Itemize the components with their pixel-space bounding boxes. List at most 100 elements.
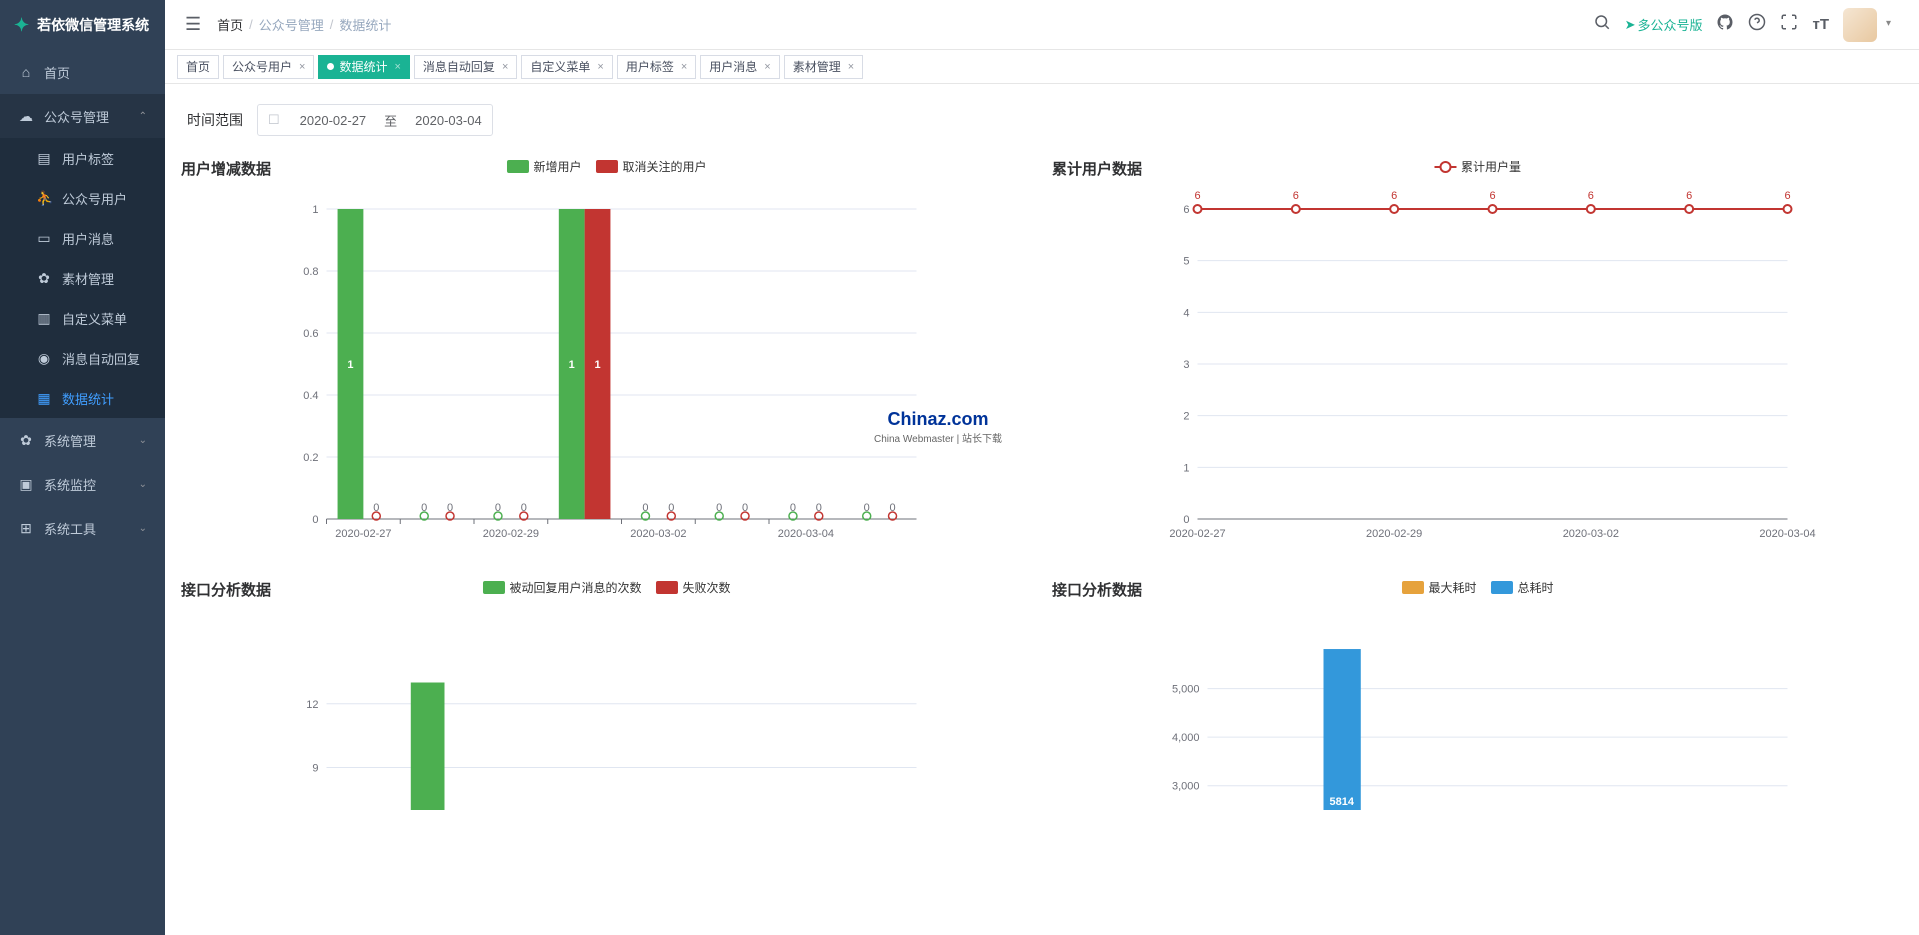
sidebar-item-materials[interactable]: ✿ 素材管理 [0, 258, 165, 298]
dashboard-icon: ⌂ [18, 64, 34, 80]
date-start: 2020-02-27 [300, 113, 367, 128]
svg-text:0: 0 [889, 502, 895, 514]
main-container: ☰ 首页 / 公众号管理 / 数据统计 ➤ 多公众号版 [165, 0, 1919, 935]
help-icon[interactable] [1748, 13, 1766, 36]
svg-text:1: 1 [594, 359, 600, 371]
chart-cumulative-users: 累计用户数据 累计用户量 01234562020-02-272020-02-29… [1052, 158, 1903, 559]
chart-legend: 最大耗时 总耗时 [1401, 579, 1553, 596]
sidebar-item-wechat-users[interactable]: ⛹ 公众号用户 [0, 178, 165, 218]
chevron-down-icon: ⌃ [139, 111, 147, 122]
chart-legend: 累计用户量 [1434, 158, 1521, 175]
settings-icon: ✿ [18, 432, 34, 449]
tab[interactable]: 消息自动回复× [414, 55, 517, 79]
sidebar-item-system-manage[interactable]: ✿ 系统管理 ⌄ [0, 418, 165, 462]
avatar[interactable] [1843, 8, 1877, 42]
svg-text:9: 9 [312, 763, 318, 775]
tab[interactable]: 首页 [177, 55, 219, 79]
svg-text:0: 0 [742, 502, 748, 514]
legend-item[interactable]: 新增用户 [506, 158, 581, 175]
legend-item[interactable]: 被动回复用户消息的次数 [482, 579, 641, 596]
date-range-picker[interactable]: ☐ 2020-02-27 至 2020-03-04 [257, 104, 493, 136]
svg-text:4: 4 [1183, 307, 1189, 319]
svg-text:1: 1 [1183, 462, 1189, 474]
chart-legend: 新增用户 取消关注的用户 [506, 158, 706, 175]
hamburger-toggle[interactable]: ☰ [175, 14, 211, 35]
breadcrumb-item: 数据统计 [339, 15, 391, 34]
breadcrumb-item[interactable]: 首页 [217, 15, 243, 34]
close-icon[interactable]: × [764, 61, 770, 73]
svg-text:6: 6 [1588, 190, 1594, 202]
chart-title: 累计用户数据 [1052, 158, 1142, 179]
charts-grid: 用户增减数据 新增用户 取消关注的用户 00.20.40.60.812020-0… [181, 158, 1903, 810]
sidebar-item-user-messages[interactable]: ▭ 用户消息 [0, 218, 165, 258]
font-size-icon[interactable]: тT [1812, 16, 1829, 33]
svg-text:0: 0 [790, 502, 796, 514]
sidebar: ✦ 若依微信管理系统 ⌂ 首页 ☁ 公众号管理 ⌃ ▤ 用户标签 ⛹ 公众号用户 [0, 0, 165, 935]
tab[interactable]: 自定义菜单× [521, 55, 612, 79]
logo[interactable]: ✦ 若依微信管理系统 [0, 0, 165, 50]
svg-text:0: 0 [642, 502, 648, 514]
svg-text:6: 6 [1293, 190, 1299, 202]
close-icon[interactable]: × [394, 61, 400, 73]
sidebar-item-user-tags[interactable]: ▤ 用户标签 [0, 138, 165, 178]
github-icon[interactable] [1716, 13, 1734, 36]
svg-text:0.8: 0.8 [303, 266, 318, 278]
calendar-icon: ☐ [268, 112, 280, 128]
fullscreen-icon[interactable] [1780, 13, 1798, 36]
chart-user-growth: 用户增减数据 新增用户 取消关注的用户 00.20.40.60.812020-0… [181, 158, 1032, 559]
tab[interactable]: 用户消息× [700, 55, 779, 79]
sidebar-item-system-monitor[interactable]: ▣ 系统监控 ⌄ [0, 462, 165, 506]
legend-item[interactable]: 取消关注的用户 [596, 158, 707, 175]
svg-text:2020-03-02: 2020-03-02 [1563, 528, 1619, 540]
chevron-down-icon: ⌄ [139, 435, 147, 446]
tab[interactable]: 用户标签× [617, 55, 696, 79]
legend-item[interactable]: 失败次数 [656, 579, 731, 596]
sidebar-item-custom-menu[interactable]: ▥ 自定义菜单 [0, 298, 165, 338]
svg-text:1: 1 [347, 359, 353, 371]
chart-legend: 被动回复用户消息的次数 失败次数 [482, 579, 730, 596]
sidebar-item-auto-reply[interactable]: ◉ 消息自动回复 [0, 338, 165, 378]
chart-canvas: 912 [181, 610, 1032, 810]
breadcrumb-item[interactable]: 公众号管理 [259, 15, 324, 34]
svg-text:4,000: 4,000 [1172, 732, 1200, 744]
sidebar-item-system-tools[interactable]: ⊞ 系统工具 ⌄ [0, 506, 165, 550]
svg-text:3: 3 [1183, 359, 1189, 371]
svg-text:2020-03-04: 2020-03-04 [1759, 528, 1815, 540]
chart-api-analysis-2: 接口分析数据 最大耗时 总耗时 3,0004,0005,0005814 [1052, 579, 1903, 810]
sidebar-item-home[interactable]: ⌂ 首页 [0, 50, 165, 94]
svg-text:5: 5 [1183, 256, 1189, 268]
reply-icon: ◉ [36, 350, 52, 367]
svg-text:3,000: 3,000 [1172, 781, 1200, 793]
svg-text:0.2: 0.2 [303, 452, 318, 464]
svg-text:0: 0 [816, 502, 822, 514]
chart-title: 接口分析数据 [181, 579, 271, 600]
chevron-down-icon: ⌄ [139, 479, 147, 490]
close-icon[interactable]: × [597, 61, 603, 73]
chart-icon: ▦ [36, 390, 52, 407]
svg-text:0: 0 [668, 502, 674, 514]
sidebar-item-statistics[interactable]: ▦ 数据统计 [0, 378, 165, 418]
close-icon[interactable]: × [299, 61, 305, 73]
gear-icon: ✿ [36, 270, 52, 287]
svg-text:0: 0 [421, 502, 427, 514]
svg-text:2: 2 [1183, 411, 1189, 423]
svg-text:0: 0 [716, 502, 722, 514]
legend-item[interactable]: 最大耗时 [1401, 579, 1476, 596]
tab[interactable]: 素材管理× [784, 55, 863, 79]
message-icon: ▭ [36, 230, 52, 247]
search-icon[interactable] [1593, 13, 1611, 36]
users-icon: ⛹ [36, 190, 52, 207]
legend-item[interactable]: 总耗时 [1491, 579, 1554, 596]
svg-text:0: 0 [373, 502, 379, 514]
svg-text:2020-02-27: 2020-02-27 [335, 528, 391, 540]
close-icon[interactable]: × [502, 61, 508, 73]
wechat-icon: ☁ [18, 108, 34, 125]
multi-account-link[interactable]: ➤ 多公众号版 [1625, 15, 1703, 34]
svg-text:0: 0 [521, 502, 527, 514]
sidebar-item-wechat[interactable]: ☁ 公众号管理 ⌃ [0, 94, 165, 138]
tab[interactable]: 数据统计× [318, 55, 409, 79]
close-icon[interactable]: × [681, 61, 687, 73]
tab[interactable]: 公众号用户× [223, 55, 314, 79]
legend-item[interactable]: 累计用户量 [1434, 158, 1521, 175]
close-icon[interactable]: × [848, 61, 854, 73]
